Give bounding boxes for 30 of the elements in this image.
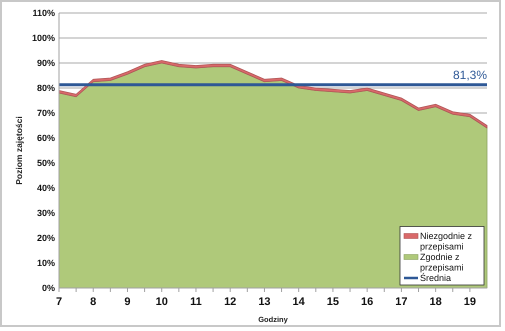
y-tick-label: 70% bbox=[36, 108, 55, 118]
series-label: Zgodnie z przepisami bbox=[420, 252, 464, 272]
series-label: Niezgodnie z przepisami bbox=[420, 231, 473, 252]
data-label: 81,3% bbox=[452, 68, 488, 82]
y-tick-label: 80% bbox=[36, 83, 55, 94]
y-tick-label: 100% bbox=[32, 33, 55, 44]
x-tick-label: 11 bbox=[190, 296, 202, 308]
y-tick-label: 30% bbox=[36, 208, 55, 218]
x-tick-label: 8 bbox=[90, 296, 96, 308]
x-tick-label: 17 bbox=[395, 296, 408, 308]
legend-label: Średnia bbox=[420, 272, 452, 283]
y-tick-label: 0% bbox=[42, 283, 55, 294]
x-tick-label: 13 bbox=[258, 296, 271, 308]
x-tick-label: 14 bbox=[292, 296, 306, 308]
x-tick-label: 12 bbox=[224, 296, 236, 308]
y-tick-label: 110% bbox=[32, 8, 55, 18]
x-tick-label: 15 bbox=[326, 296, 340, 308]
x-tick-label: 18 bbox=[430, 296, 442, 308]
x-tick-label: 10 bbox=[156, 296, 168, 308]
x-tick-label: 9 bbox=[124, 296, 131, 308]
x-tick-label: 7 bbox=[56, 296, 62, 308]
y-tick-label: 90% bbox=[36, 58, 55, 68]
y-tick-label: 20% bbox=[36, 233, 55, 244]
y-tick-label: 60% bbox=[36, 133, 55, 144]
y-axis-title: Poziom zajętości bbox=[14, 116, 24, 185]
y-tick-label: 10% bbox=[36, 258, 55, 268]
x-tick-label: 19 bbox=[464, 296, 476, 308]
x-tick-label: 16 bbox=[361, 296, 374, 308]
y-tick-label: 50% bbox=[36, 158, 55, 168]
y-tick-label: 40% bbox=[36, 183, 55, 194]
